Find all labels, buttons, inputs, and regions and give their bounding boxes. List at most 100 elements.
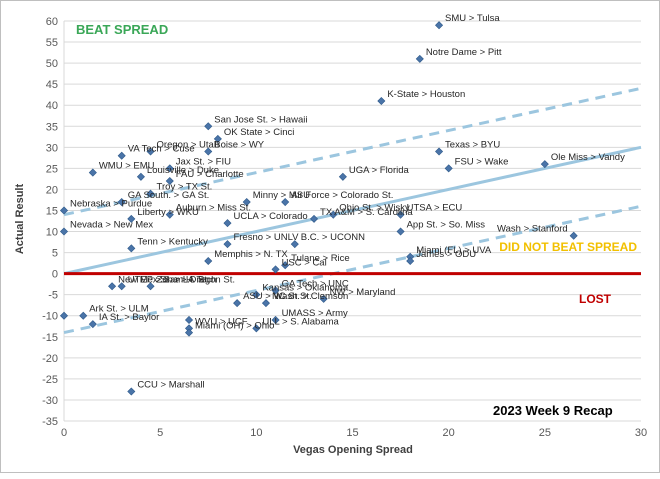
x-tick-label: 20 <box>443 427 455 439</box>
y-tick-label: -30 <box>42 395 58 407</box>
point-label: Ole Miss > Vandy <box>551 152 625 163</box>
point-label: Jax St. > FIU <box>176 156 231 167</box>
y-tick-label: 15 <box>46 205 58 217</box>
point-label: Tulane > Rice <box>291 253 350 264</box>
point-label: GA South. > GA St. <box>128 190 210 201</box>
spread-line <box>63 145 642 276</box>
data-points <box>59 21 578 396</box>
point-label: Miami (OH) > Ohio <box>195 321 274 332</box>
y-tick-label: 50 <box>46 58 58 70</box>
point-label: FAU > Charlotte <box>176 169 244 180</box>
x-tick-label: 0 <box>61 427 67 439</box>
point-label: NW > Maryland <box>330 287 396 298</box>
point-label: Memphis > N. TX <box>214 249 288 260</box>
data-point <box>184 328 194 337</box>
y-tick-label: 30 <box>46 142 58 154</box>
y-tick-label: 35 <box>46 121 58 133</box>
data-point <box>569 231 578 240</box>
data-point <box>261 299 270 308</box>
data-point <box>165 210 174 219</box>
data-point <box>290 240 299 249</box>
point-label: NC St. > Clemson <box>272 291 348 302</box>
data-point <box>117 198 126 207</box>
y-tick-label: -5 <box>48 290 58 302</box>
data-point <box>108 282 117 291</box>
data-point <box>319 294 328 303</box>
point-labels: SMU > Tulsa Notre Dame > Pitt K-State > Ho… <box>70 13 625 390</box>
data-point <box>146 282 155 291</box>
data-point <box>127 214 136 223</box>
point-label: Ohio St. > Wisky <box>339 203 410 214</box>
point-label: OK State > Cinci <box>224 127 295 138</box>
data-point <box>204 122 213 131</box>
point-label: Nevada > New Mex <box>70 220 153 231</box>
data-point <box>88 168 97 177</box>
y-tick-label: 0 <box>52 269 58 281</box>
data-point <box>271 286 280 295</box>
data-point <box>117 151 126 160</box>
data-point <box>281 261 290 270</box>
data-point <box>184 315 194 324</box>
point-label: New Mex St. > LA Tech <box>118 274 216 285</box>
x-tick-label: 25 <box>539 427 551 439</box>
point-label: UCLA > Colorado <box>233 211 307 222</box>
data-point <box>396 227 405 236</box>
point-label: Kansas > Oklahoma <box>262 283 349 294</box>
data-point <box>435 147 444 156</box>
point-label: San Jose St. > Hawaii <box>214 114 307 125</box>
data-point <box>59 311 69 320</box>
point-label: Ark St. > ULM <box>89 304 148 315</box>
data-point <box>88 320 97 329</box>
y-tick-label: 10 <box>46 227 58 239</box>
data-point <box>127 387 136 396</box>
data-point <box>444 164 453 173</box>
data-point <box>271 265 280 274</box>
x-tick-label: 30 <box>635 427 647 439</box>
x-tick-label: 10 <box>250 427 262 439</box>
point-label: James > ODU <box>416 249 476 260</box>
reference-lines <box>63 86 642 335</box>
point-label: Fresno > UNLV <box>233 232 299 243</box>
point-label: Troy > TX St. <box>157 182 213 193</box>
data-point <box>146 189 155 198</box>
point-label: Oregon > Utah <box>157 140 220 151</box>
point-label: Texas > BYU <box>445 140 500 151</box>
point-label: FSU > Wake <box>455 156 509 167</box>
point-label: WMU > EMU <box>99 161 155 172</box>
data-point <box>146 147 155 156</box>
lost-annotation: LOST <box>579 292 612 306</box>
point-label: Minny > MSU <box>253 190 310 201</box>
point-label: UMASS > Army <box>282 308 348 319</box>
point-label: Louisville > Duke <box>147 165 219 176</box>
y-tick-label: 60 <box>46 16 58 28</box>
lower-spread-band <box>63 204 642 335</box>
x-tick-label: 5 <box>157 427 163 439</box>
data-point <box>204 256 213 266</box>
y-tick-label: -20 <box>42 353 58 365</box>
point-label: Tenn > Kentucky <box>137 236 208 247</box>
data-point <box>223 219 232 228</box>
point-label: IA St. > Baylor <box>99 312 159 323</box>
point-label: Auburn > Miss St. <box>176 203 251 214</box>
y-tick-label: -35 <box>42 416 58 428</box>
tick-labels: -35-30-25-20-15-10-505101520253035404550… <box>42 16 647 439</box>
data-point <box>252 290 261 299</box>
upper-spread-band <box>63 86 642 217</box>
point-label: TX A&M > S. Carolina <box>320 207 413 218</box>
point-label: GA Tech > UNC <box>282 278 349 289</box>
point-label: Nebraska > Purdue <box>70 198 152 209</box>
point-label: UTSA > ECU <box>407 203 463 214</box>
point-label: VA Tech > Cuse <box>128 144 195 155</box>
data-point <box>338 172 347 181</box>
data-point <box>127 244 136 253</box>
data-point <box>396 210 405 219</box>
point-label: Miami (FL) > UVA <box>416 245 492 256</box>
point-label: USC > Cal <box>282 257 327 268</box>
data-point <box>281 198 290 207</box>
point-label: Air Force > Colorado St. <box>291 190 393 201</box>
y-axis-title: Actual Result <box>14 184 26 255</box>
data-point <box>252 324 261 333</box>
data-point <box>233 299 242 308</box>
